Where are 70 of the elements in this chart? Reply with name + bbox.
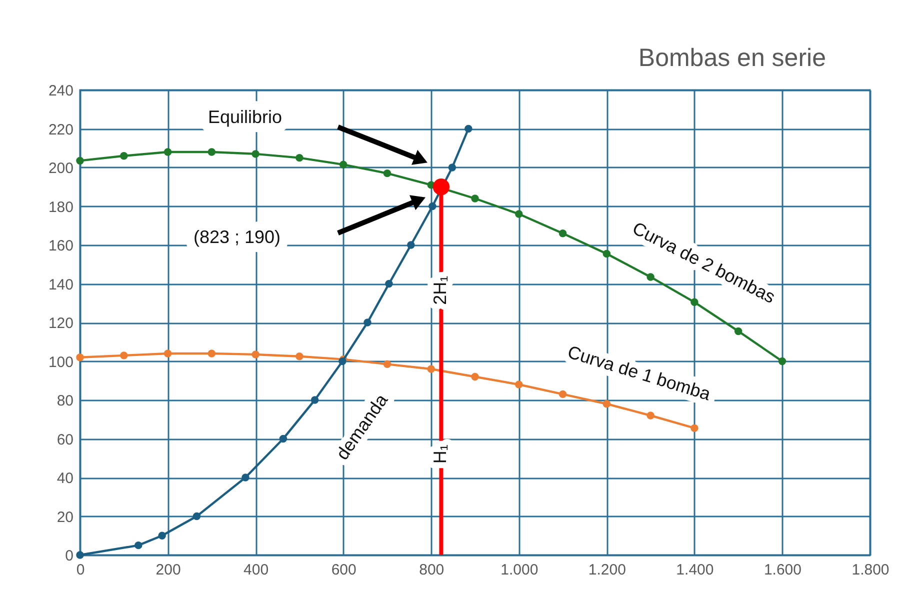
point <box>515 380 523 388</box>
point <box>310 396 319 404</box>
text: Curva de 1 bomba <box>565 342 714 405</box>
point <box>734 327 742 336</box>
point <box>279 434 288 443</box>
point <box>558 230 567 238</box>
point <box>428 202 436 210</box>
point <box>192 512 201 520</box>
point <box>252 150 260 158</box>
x-tick-label: 1.600 <box>764 562 802 578</box>
point <box>364 318 372 326</box>
point <box>471 372 479 381</box>
point <box>646 412 654 420</box>
point <box>464 124 472 133</box>
x-tick-label: 400 <box>244 562 269 578</box>
point <box>385 280 393 288</box>
point <box>158 532 166 540</box>
point <box>164 148 172 156</box>
point <box>427 365 435 373</box>
x-tick-label: 1.400 <box>676 562 714 578</box>
y-tick-label: 180 <box>48 198 74 216</box>
point <box>76 354 84 362</box>
point <box>120 352 128 360</box>
y-tick-label: 20 <box>56 508 74 526</box>
y-tick-label: 160 <box>48 238 74 254</box>
point <box>432 178 450 196</box>
point <box>164 350 172 358</box>
y-tick-label: 220 <box>48 121 74 138</box>
x-tick-label: 1.000 <box>500 562 538 578</box>
point <box>76 551 84 559</box>
point <box>778 357 786 366</box>
point <box>76 156 84 165</box>
point <box>602 250 611 258</box>
x-tick-label: 600 <box>331 562 356 578</box>
point <box>252 350 260 358</box>
point <box>471 194 479 202</box>
y-tick-label: 40 <box>56 470 74 487</box>
x-tick-label: 200 <box>156 562 181 578</box>
x-tick-label: 1.200 <box>588 562 626 578</box>
point <box>448 164 456 172</box>
y-tick-label: 60 <box>56 431 74 448</box>
point <box>208 350 216 358</box>
point <box>208 148 216 156</box>
point <box>383 169 392 178</box>
annotation: 2H₁ <box>430 276 450 305</box>
point <box>407 241 415 249</box>
point <box>134 541 142 550</box>
point <box>296 352 304 360</box>
x-tick-label: 0 <box>76 562 85 578</box>
point <box>296 154 304 162</box>
y-tick-label: 140 <box>48 276 74 294</box>
y-tick-label: 0 <box>65 548 74 564</box>
y-tick-label: 120 <box>48 315 74 332</box>
point <box>690 424 698 432</box>
x-tick-label: 1.800 <box>852 562 890 578</box>
point <box>242 474 250 482</box>
y-tick-label: 80 <box>56 392 74 410</box>
point <box>120 152 128 160</box>
chart-title: Bombas en serie <box>638 44 826 72</box>
point <box>383 360 392 368</box>
point <box>558 390 567 398</box>
point <box>646 273 654 281</box>
y-tick-label: 100 <box>48 354 74 371</box>
x-tick-label: 800 <box>419 562 444 578</box>
point <box>690 298 698 306</box>
point <box>515 210 523 218</box>
y-tick-label: 240 <box>48 82 74 100</box>
point <box>602 400 611 408</box>
point <box>339 160 348 168</box>
y-tick-label: 200 <box>48 160 74 177</box>
